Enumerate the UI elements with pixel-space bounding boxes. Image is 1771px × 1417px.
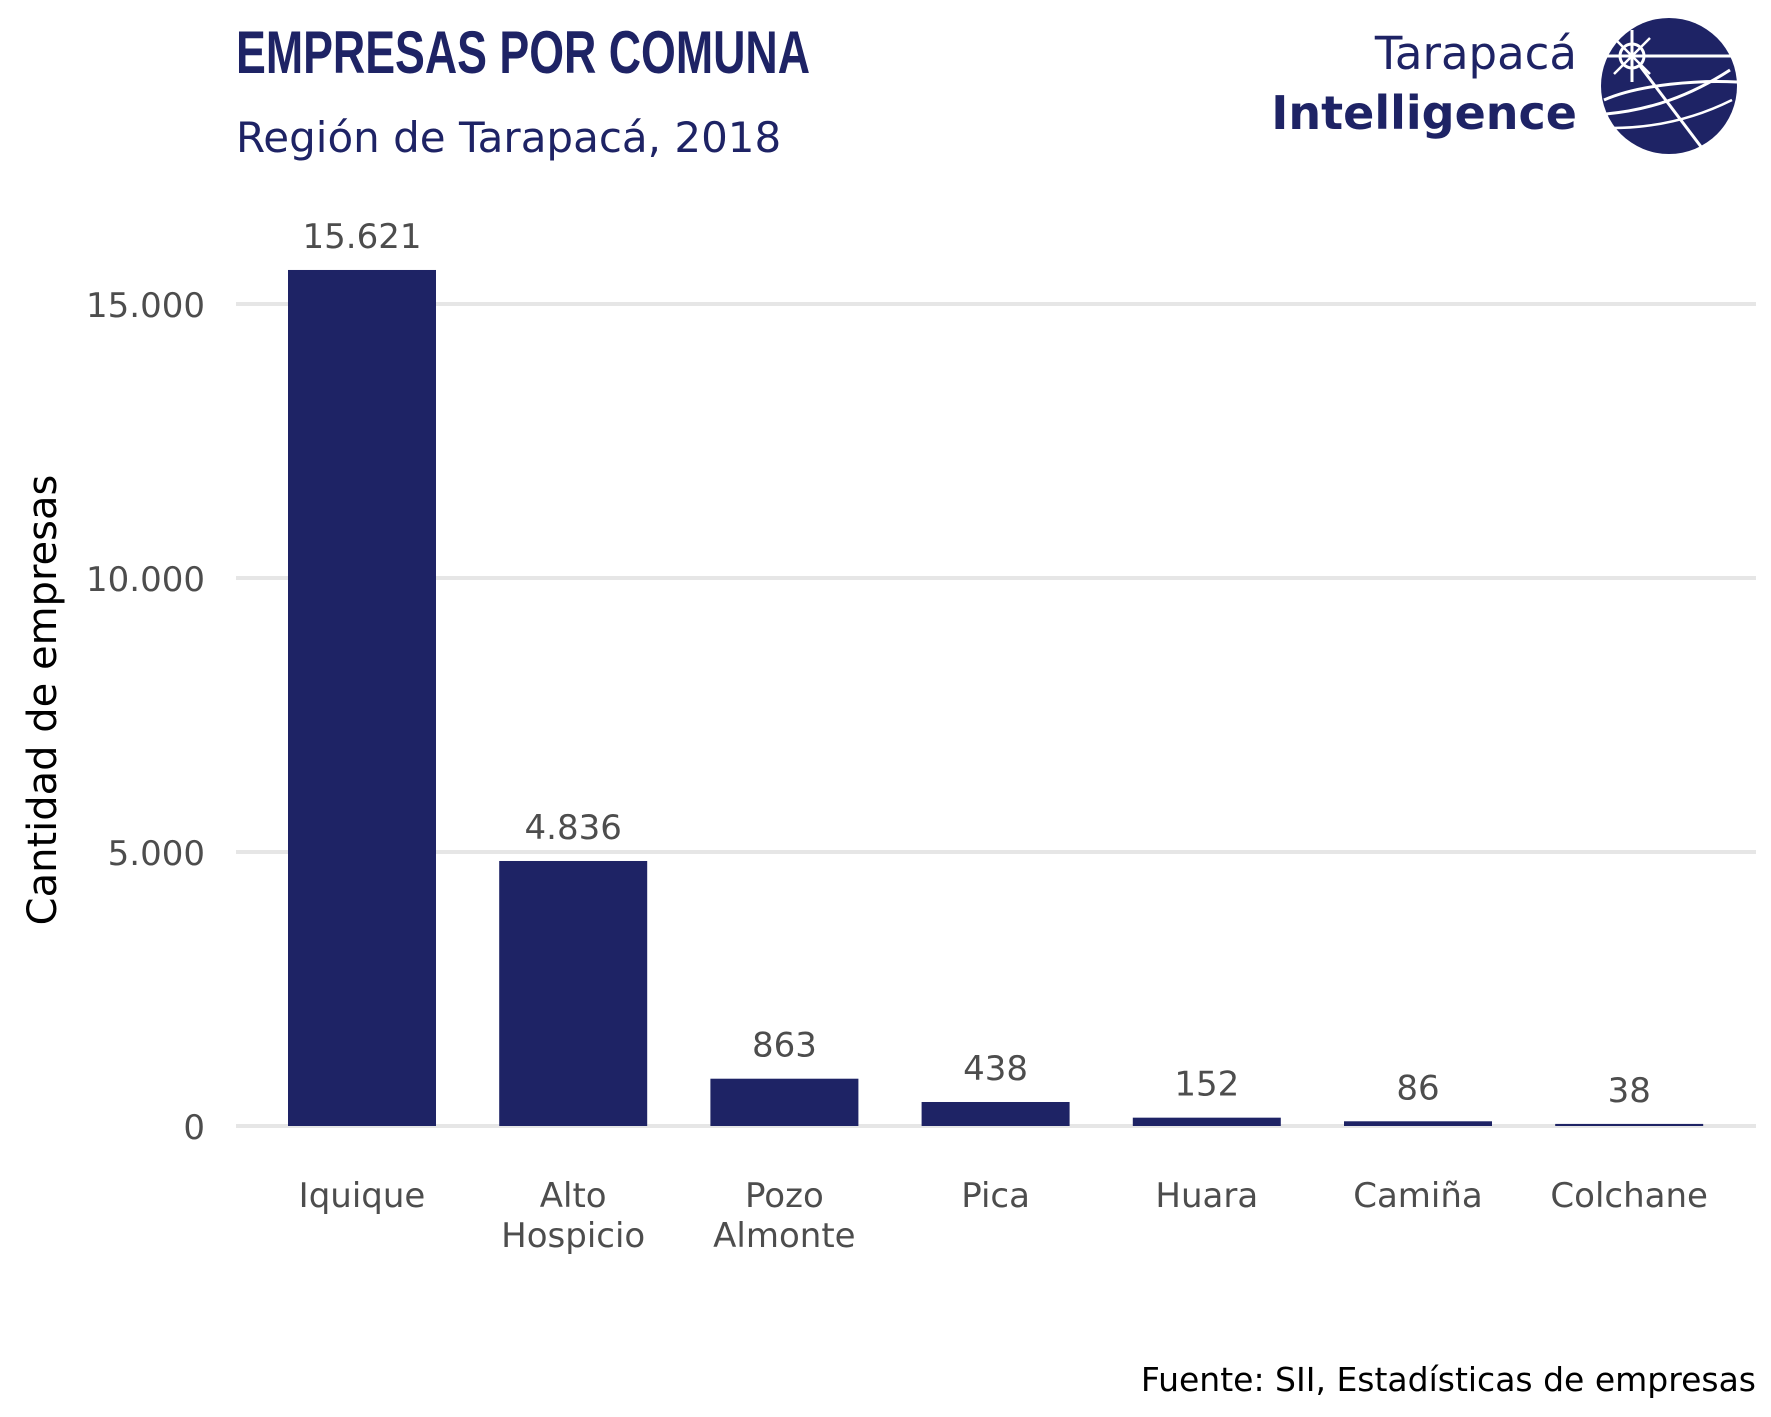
bar: [288, 269, 436, 1126]
grid-lines: [236, 302, 1756, 1128]
y-axis-ticks: 0 5.000 10.000 15.000: [86, 286, 205, 1148]
y-tick-label: 15.000: [86, 286, 205, 326]
x-tick-label: Alto: [540, 1176, 607, 1216]
chart-subtitle: Región de Tarapacá, 2018: [236, 113, 781, 162]
x-tick-label: Camiña: [1353, 1176, 1483, 1216]
x-tick-label: Almonte: [713, 1216, 855, 1256]
y-axis-title: Cantidad de empresas: [20, 475, 66, 926]
chart-title: EMPRESAS POR COMUNA: [236, 19, 810, 86]
y-tick-label: 5.000: [108, 834, 205, 874]
bar-value-label: 4.836: [525, 808, 622, 848]
bar: [1555, 1123, 1704, 1126]
bar: [710, 1078, 859, 1126]
x-tick-label: Hospicio: [501, 1216, 645, 1256]
bar-value-label: 86: [1396, 1068, 1439, 1108]
bar-value-label: 152: [1174, 1065, 1239, 1105]
logo: Tarapacá Intelligence: [1271, 18, 1738, 154]
logo-text-line1: Tarapacá: [1374, 27, 1577, 80]
logo-globe-icon: [1601, 18, 1738, 154]
bar-value-label: 863: [752, 1026, 817, 1066]
x-tick-label: Iquique: [299, 1176, 426, 1216]
x-tick-label: Pozo: [745, 1176, 824, 1216]
bar-value-label: 38: [1608, 1071, 1651, 1111]
x-tick-label: Colchane: [1550, 1176, 1708, 1216]
bar-value-label: 438: [963, 1049, 1028, 1089]
bar: [921, 1101, 1070, 1126]
bar: [1132, 1117, 1281, 1126]
bar: [499, 860, 648, 1126]
bars: [288, 269, 1704, 1126]
source-note: Fuente: SII, Estadísticas de empresas: [1141, 1360, 1756, 1399]
y-tick-label: 0: [183, 1108, 205, 1148]
x-tick-label: Pica: [961, 1176, 1030, 1216]
y-tick-label: 10.000: [86, 560, 205, 600]
bar-value-labels: 15.621 4.836 863 438 152 86 38: [303, 217, 1651, 1111]
x-tick-label: Huara: [1155, 1176, 1258, 1216]
bar-value-label: 15.621: [303, 217, 422, 257]
bar: [1344, 1121, 1492, 1126]
logo-text-line2: Intelligence: [1271, 86, 1577, 140]
